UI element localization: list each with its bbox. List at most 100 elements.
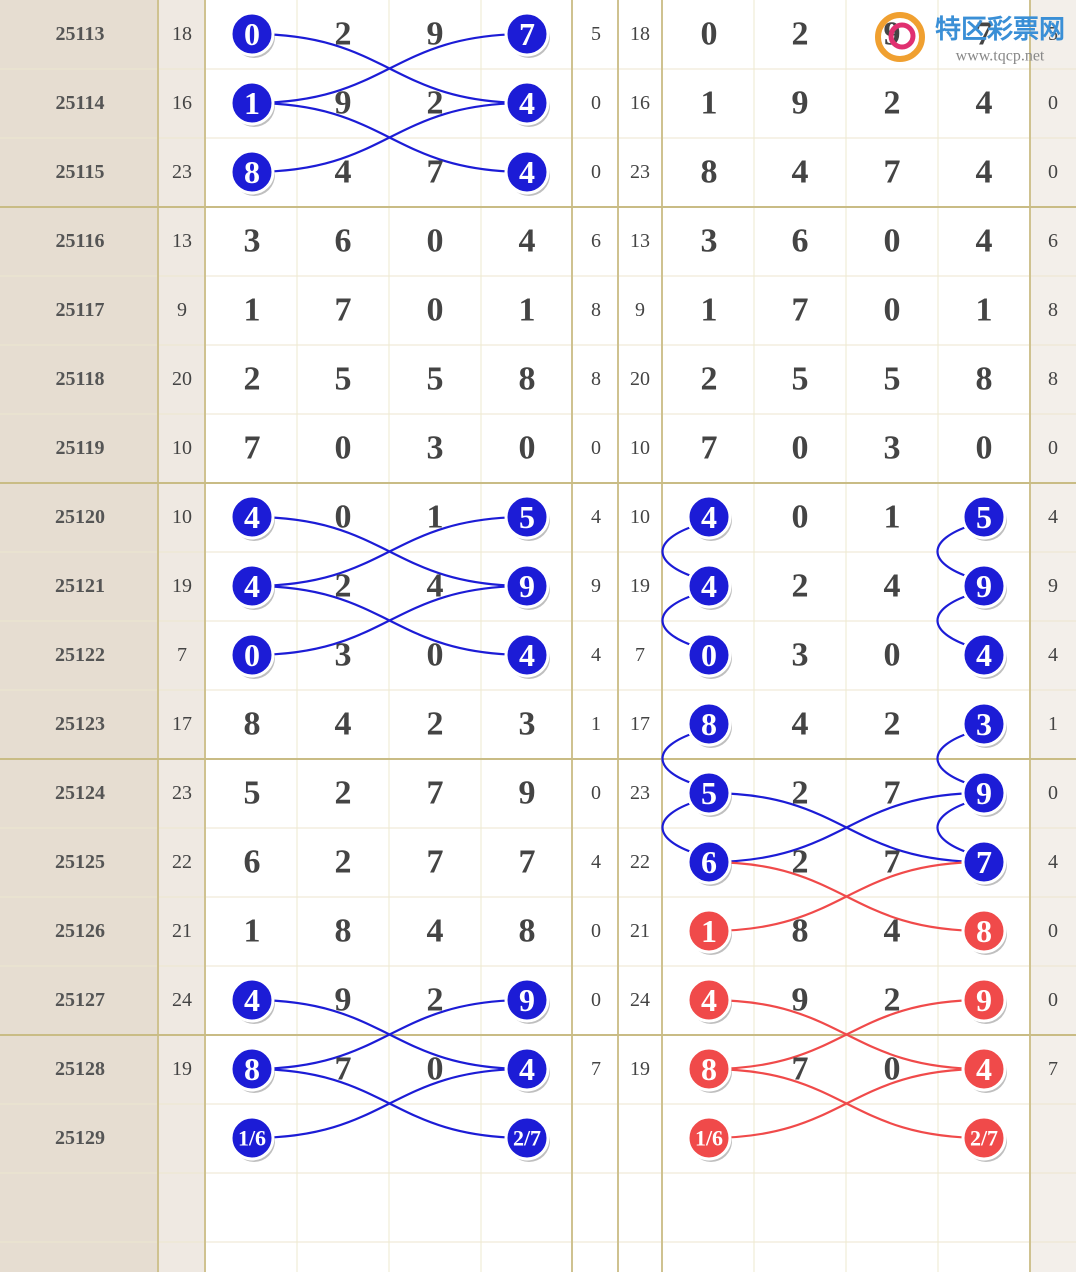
stat: 9 [177,299,187,321]
stat: 0 [1048,437,1058,459]
stat: 21 [630,920,650,942]
digit: 6 [244,844,261,881]
ball-number: 7 [519,16,535,52]
stat: 1 [591,713,601,735]
stat: 7 [177,644,187,666]
stat: 8 [591,299,601,321]
ball-number: 4 [519,1051,535,1087]
ball-number: 4 [519,637,535,673]
ball-number: 1 [701,913,717,949]
issue-column-bg [0,0,158,1272]
stat: 16 [630,92,650,114]
stat: 10 [172,437,192,459]
digit: 4 [976,154,993,191]
digit: 0 [976,430,993,467]
ball [961,908,1007,954]
stat: 10 [172,506,192,528]
stat: 24 [172,989,192,1011]
stat: 0 [591,92,601,114]
digit: 2 [701,361,718,398]
ball [961,770,1007,816]
digit: 9 [792,85,809,122]
ball [961,1115,1007,1161]
digit: 2 [792,775,809,812]
digit: 7 [244,430,261,467]
digit: 0 [427,637,444,674]
ball [229,1115,275,1161]
stat: 19 [630,575,650,597]
stat: 0 [591,437,601,459]
digit: 3 [427,430,444,467]
digit: 0 [792,499,809,536]
arc-connector [661,799,698,856]
connector [251,101,528,174]
stat: 7 [1048,1058,1058,1080]
stat: 9 [635,299,645,321]
stat: 8 [591,368,601,390]
digit: 8 [519,361,536,398]
ball-number: 8 [701,1051,717,1087]
issue: 25125 [55,851,105,873]
stat: 4 [1048,851,1058,873]
ball-number: 4 [976,1051,992,1087]
stat: 7 [591,1058,601,1080]
connector [251,32,528,105]
ball-number: 0 [701,637,717,673]
stat: 0 [591,989,601,1011]
ball-number: 4 [244,499,260,535]
arc-connector [661,730,698,787]
ball-number: 9 [976,982,992,1018]
stat: 23 [172,161,192,183]
ball [504,1115,550,1161]
stat: 6 [1048,230,1058,252]
digit: 7 [335,1051,352,1088]
ball-number: 0 [244,16,260,52]
ball [686,563,732,609]
ball-number: 8 [244,154,260,190]
ball-number: 8 [976,913,992,949]
digit: 4 [976,85,993,122]
stat: 22 [172,851,192,873]
ball [686,494,732,540]
digit: 0 [701,16,718,53]
digit: 0 [427,1051,444,1088]
ball-number: 8 [244,1051,260,1087]
ball [229,632,275,678]
connector [708,860,985,933]
issue: 25129 [55,1127,105,1149]
stat: 8 [1048,368,1058,390]
digit: 2 [792,844,809,881]
digit: 6 [335,223,352,260]
digit: 8 [335,913,352,950]
digit: 0 [519,430,536,467]
connector [708,791,985,864]
issue: 25124 [55,782,105,804]
digit: 0 [335,430,352,467]
digit: 5 [884,361,901,398]
digit: 3 [244,223,261,260]
ball [686,839,732,885]
stat: 22 [630,851,650,873]
digit: 9 [427,16,444,53]
digit: 4 [976,223,993,260]
ball [961,494,1007,540]
digit: 1 [427,499,444,536]
ball-number: 4 [701,499,717,535]
ball [504,11,550,57]
ball [961,1046,1007,1092]
digit: 7 [884,775,901,812]
stat: 0 [591,920,601,942]
digit: 0 [884,1051,901,1088]
digit: 3 [701,223,718,260]
ball [686,701,732,747]
ball [229,563,275,609]
stat: 5 [1048,23,1058,45]
ball [504,563,550,609]
stat: 24 [630,989,650,1011]
digit: 1 [884,499,901,536]
ball [961,632,1007,678]
ball-number: 4 [701,982,717,1018]
stat: 20 [630,368,650,390]
digit: 3 [792,637,809,674]
digit: 3 [335,637,352,674]
